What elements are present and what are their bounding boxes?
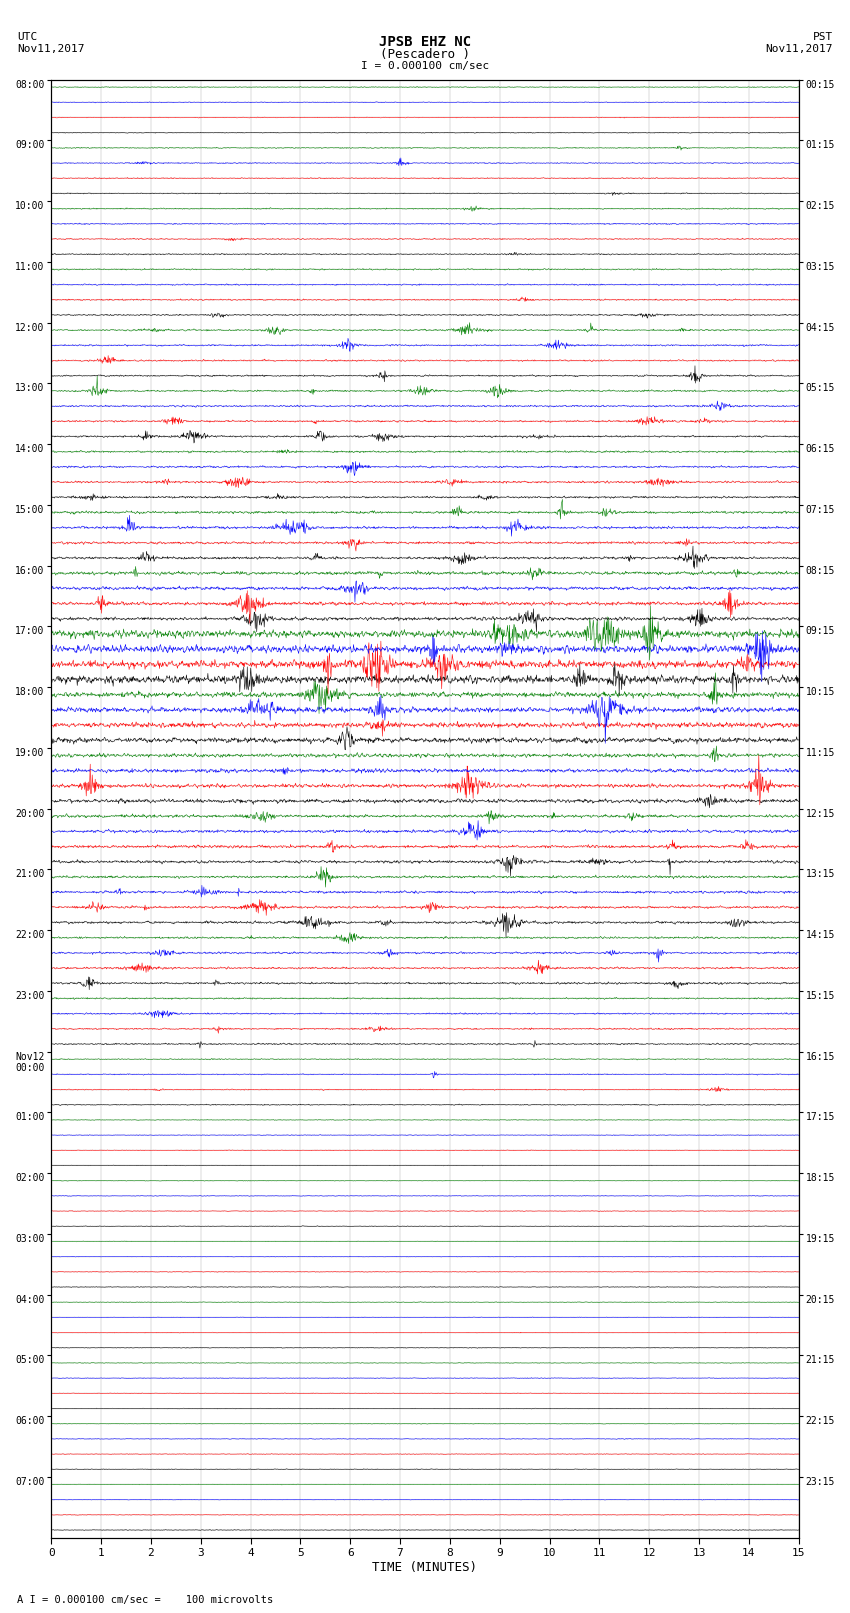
X-axis label: TIME (MINUTES): TIME (MINUTES)	[372, 1561, 478, 1574]
Text: A I = 0.000100 cm/sec =    100 microvolts: A I = 0.000100 cm/sec = 100 microvolts	[17, 1595, 273, 1605]
Text: Nov11,2017: Nov11,2017	[17, 44, 84, 53]
Text: I = 0.000100 cm/sec: I = 0.000100 cm/sec	[361, 61, 489, 71]
Text: Nov11,2017: Nov11,2017	[766, 44, 833, 53]
Text: JPSB EHZ NC: JPSB EHZ NC	[379, 35, 471, 50]
Text: (Pescadero ): (Pescadero )	[380, 48, 470, 61]
Text: PST: PST	[813, 32, 833, 42]
Text: UTC: UTC	[17, 32, 37, 42]
